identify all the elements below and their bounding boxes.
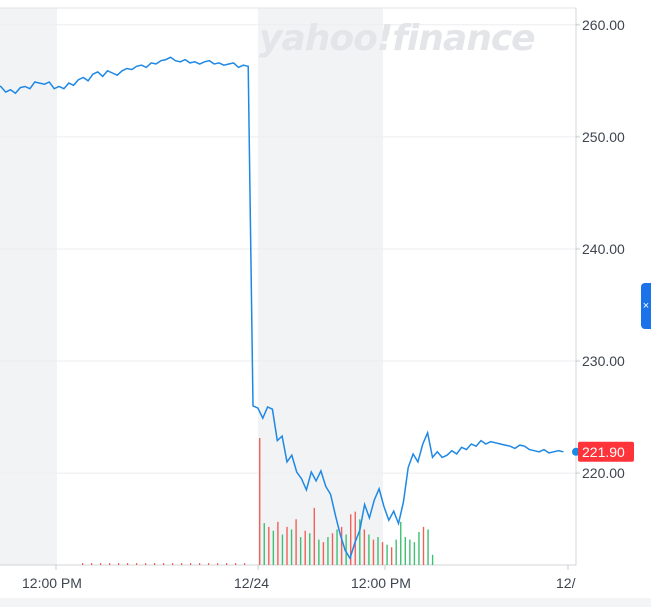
volume-bar <box>163 563 165 565</box>
x-tick-label: 12:00 PM <box>351 575 411 591</box>
volume-bar <box>422 526 425 565</box>
x-tick-label: 12/ <box>556 575 576 591</box>
volume-bar <box>91 563 93 565</box>
volume-bar <box>244 563 246 565</box>
volume-bar <box>100 563 102 565</box>
side-panel-toggle[interactable]: × <box>641 283 651 329</box>
volume-bar <box>318 539 320 565</box>
price-line <box>0 56 564 561</box>
volume-bar <box>322 542 325 565</box>
y-tick-label: 240.00 <box>582 241 625 257</box>
volume-bar <box>299 537 302 565</box>
session-shade-0 <box>0 8 57 565</box>
volume-bar <box>268 526 270 565</box>
volume-bar <box>118 563 120 565</box>
volume-bar <box>272 530 275 565</box>
volume-bar <box>199 563 201 565</box>
volume-bar <box>354 511 356 565</box>
x-tick-label: 12:00 PM <box>22 575 82 591</box>
volume-bar <box>413 542 416 565</box>
volume-bar <box>431 554 434 565</box>
volume-bar <box>208 563 210 565</box>
volume-bar <box>359 519 361 565</box>
volume-bar <box>82 563 84 565</box>
volume-bar <box>427 529 429 565</box>
session-shade-1 <box>258 8 383 565</box>
volume-bar <box>404 537 406 565</box>
volume-bar <box>226 563 228 565</box>
volume-bar <box>304 530 306 565</box>
volume-bar <box>281 534 284 565</box>
volume-bar <box>386 544 388 565</box>
x-tick-label: 12/24 <box>234 575 269 591</box>
y-tick-label: 230.00 <box>582 353 625 369</box>
volume-bar <box>190 563 192 565</box>
close-icon: × <box>642 300 650 312</box>
y-tick-label: 260.00 <box>582 17 625 33</box>
volume-bar <box>217 563 219 565</box>
volume-bar <box>277 521 279 565</box>
volume-bar <box>368 534 370 565</box>
bottom-scrollbar-track <box>0 598 651 607</box>
volume-bar <box>350 514 352 565</box>
volume-bar <box>127 563 129 565</box>
volume-bar <box>377 537 379 565</box>
volume-bar <box>381 542 384 565</box>
volume-bar <box>290 529 293 565</box>
volume-bar <box>295 519 297 565</box>
volume-bar <box>154 563 156 565</box>
volume-bar <box>309 533 311 565</box>
volume-bar <box>327 537 329 565</box>
y-tick-label: 220.00 <box>582 465 625 481</box>
volume-bar <box>418 531 420 565</box>
y-tick-label: 250.00 <box>582 129 625 145</box>
volume-bar <box>372 539 375 565</box>
volume-bar <box>345 534 347 565</box>
volume-bar <box>145 563 147 565</box>
volume-bar <box>286 526 288 565</box>
volume-bar <box>336 529 338 565</box>
volume-bar <box>136 563 138 565</box>
volume-bar <box>263 523 265 565</box>
last-price-label: 221.90 <box>582 444 625 460</box>
volume-bar <box>259 438 261 565</box>
volume-bar <box>172 563 174 565</box>
volume-bar <box>340 526 343 565</box>
last-price-badge <box>578 441 634 462</box>
volume-bar <box>313 507 315 565</box>
volume-bar <box>331 533 334 565</box>
volume-bar <box>390 547 393 565</box>
volume-bar <box>235 563 237 565</box>
volume-bar <box>395 539 397 565</box>
volume-bar <box>400 521 402 565</box>
volume-bar <box>181 563 183 565</box>
volume-bar <box>363 529 366 565</box>
volume-bar <box>109 563 111 565</box>
volume-bar <box>409 539 411 565</box>
